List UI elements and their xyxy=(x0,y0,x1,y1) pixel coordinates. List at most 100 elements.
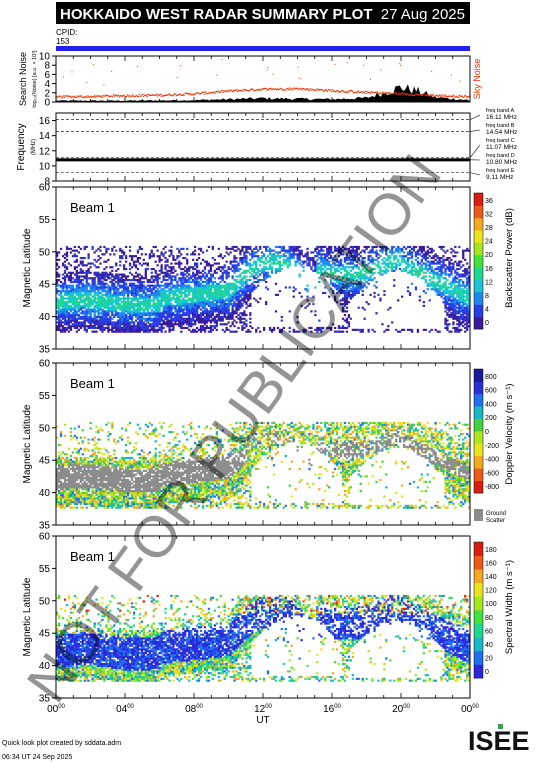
sky-noise-point xyxy=(65,95,67,97)
heatmap-cell xyxy=(146,295,149,298)
heatmap-cell xyxy=(196,326,199,330)
heatmap-cell xyxy=(245,319,248,322)
heatmap-cell xyxy=(454,330,457,333)
heatmap-cell xyxy=(225,323,228,326)
heatmap-cell xyxy=(103,288,106,291)
heatmap-cell xyxy=(63,321,67,324)
heatmap-cell xyxy=(345,297,349,300)
heatmap-cell xyxy=(385,247,388,250)
heatmap-cell xyxy=(156,299,159,302)
heatmap-cell xyxy=(123,266,126,269)
heatmap-cell xyxy=(219,291,222,295)
heatmap-cell xyxy=(446,303,449,306)
heatmap-cell xyxy=(286,264,289,267)
sky-noise-point xyxy=(56,96,58,98)
y-tick-label: 10 xyxy=(39,52,51,63)
heatmap-cell xyxy=(73,288,76,291)
heatmap-cell xyxy=(239,258,242,261)
sky-noise-point xyxy=(396,93,398,95)
sky-noise-point xyxy=(241,89,243,91)
heatmap-cell xyxy=(176,303,179,306)
heatmap-cell xyxy=(176,304,179,307)
heatmap-cell xyxy=(207,301,211,304)
heatmap-cell xyxy=(188,277,191,280)
heatmap-cell xyxy=(326,262,329,265)
sky-noise-point xyxy=(455,96,457,98)
heatmap-cell xyxy=(190,308,193,311)
heatmap-cell xyxy=(109,286,112,289)
sky-noise-point xyxy=(216,74,218,76)
heatmap-cell xyxy=(121,301,124,304)
heatmap-cell xyxy=(229,286,232,289)
heatmap-cell xyxy=(229,262,232,265)
heatmap-cell xyxy=(357,280,360,284)
heatmap-cell xyxy=(67,317,71,320)
heatmap-cell xyxy=(146,303,149,306)
heatmap-cell xyxy=(107,273,110,276)
heatmap-cell xyxy=(265,258,268,261)
sky-noise-point xyxy=(276,88,278,90)
heatmap-cell xyxy=(359,279,362,282)
heatmap-cell xyxy=(292,290,295,293)
heatmap-cell xyxy=(219,280,222,284)
sky-noise-point xyxy=(59,96,61,98)
heatmap-cell xyxy=(174,299,177,302)
heatmap-cell xyxy=(67,271,71,274)
heatmap-cell xyxy=(75,249,78,252)
heatmap-cell xyxy=(365,264,368,267)
heatmap-cell xyxy=(448,262,451,265)
sky-noise-point xyxy=(352,92,354,94)
sky-noise-point xyxy=(101,96,103,98)
heatmap-cell xyxy=(298,275,301,278)
heatmap-cell xyxy=(115,295,118,298)
heatmap-cell xyxy=(107,328,110,331)
heatmap-cell xyxy=(245,293,248,296)
heatmap-cell xyxy=(83,303,86,306)
heatmap-cell xyxy=(150,277,153,280)
heatmap-cell xyxy=(422,253,425,256)
heatmap-cell xyxy=(144,253,147,256)
heatmap-cell xyxy=(71,306,75,309)
heatmap-cell xyxy=(148,297,151,300)
heatmap-cell xyxy=(156,312,159,315)
heatmap-cell xyxy=(164,282,167,285)
heatmap-cell xyxy=(229,282,232,285)
sky-noise-point xyxy=(219,91,222,93)
heatmap-cell xyxy=(178,290,181,293)
sky-noise-point xyxy=(209,92,211,94)
heatmap-cell xyxy=(199,299,203,302)
heatmap-cell xyxy=(249,290,252,293)
heatmap-cell xyxy=(132,299,136,302)
heatmap-cell xyxy=(152,319,155,322)
heatmap-cell xyxy=(192,291,195,295)
heatmap-cell xyxy=(172,257,175,260)
heatmap-cell xyxy=(381,262,384,265)
heatmap-cell xyxy=(414,269,418,272)
heatmap-cell xyxy=(227,290,230,293)
heatmap-cell xyxy=(87,268,90,271)
sky-noise-point xyxy=(321,89,323,91)
heatmap-cell xyxy=(330,251,333,254)
heatmap-cell xyxy=(203,277,207,280)
heatmap-cell xyxy=(249,286,252,289)
heatmap-cell xyxy=(178,262,181,265)
heatmap-cell xyxy=(148,284,151,287)
heatmap-cell xyxy=(178,295,181,298)
heatmap-cell xyxy=(138,297,142,300)
heatmap-cell xyxy=(231,288,234,291)
heatmap-cell xyxy=(109,303,112,306)
heatmap-cell xyxy=(138,306,142,309)
heatmap-cell xyxy=(357,245,360,249)
heatmap-cell xyxy=(123,319,126,322)
sky-noise-point xyxy=(389,93,391,95)
heatmap-cell xyxy=(69,273,73,276)
heatmap-cell xyxy=(229,293,232,296)
heatmap-cell xyxy=(182,286,185,289)
heatmap-cell xyxy=(225,303,228,306)
heatmap-cell xyxy=(379,271,382,274)
heatmap-cell xyxy=(328,273,331,276)
heatmap-cell xyxy=(209,288,213,291)
heatmap-cell xyxy=(128,245,132,249)
heatmap-cell xyxy=(227,314,230,317)
heatmap-cell xyxy=(180,314,183,317)
